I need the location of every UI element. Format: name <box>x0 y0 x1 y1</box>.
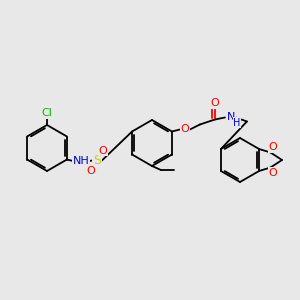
Text: O: O <box>211 98 219 109</box>
Text: O: O <box>86 166 95 176</box>
Text: O: O <box>268 142 277 152</box>
Text: O: O <box>268 167 277 178</box>
Text: H: H <box>233 118 241 128</box>
Text: O: O <box>98 146 107 155</box>
Text: O: O <box>181 124 189 134</box>
Text: N: N <box>227 112 235 122</box>
Text: S: S <box>93 154 101 167</box>
Text: NH: NH <box>73 157 89 166</box>
Text: Cl: Cl <box>42 108 52 118</box>
